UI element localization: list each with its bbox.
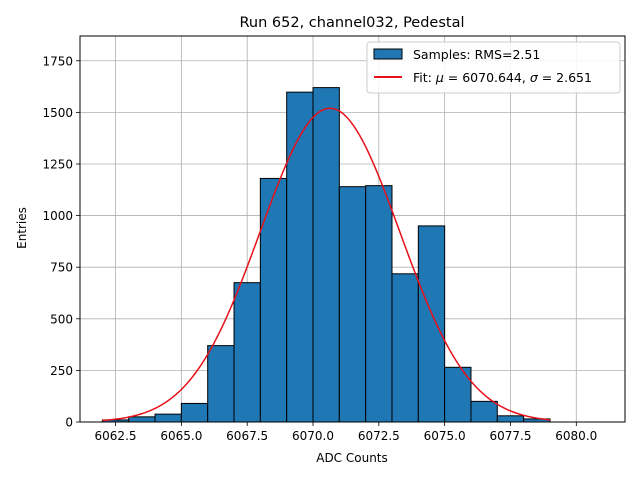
histogram-bar-14: [470, 400, 498, 423]
x-tick-label-3: 6070.0: [292, 429, 334, 443]
histogram-bar-6: [259, 177, 288, 423]
y-tick-label-6: 1500: [42, 106, 73, 120]
histogram-bar-12: [417, 225, 446, 423]
y-tick-label-5: 1250: [42, 157, 73, 171]
legend-samples-swatch: [373, 48, 403, 60]
histogram-bar-15: [496, 415, 525, 423]
y-tick-label-4: 1000: [42, 209, 73, 223]
histogram-bar-2: [154, 413, 182, 423]
y-tick-label-0: 0: [65, 416, 73, 430]
x-tick-label-6: 6077.5: [489, 429, 531, 443]
y-tick-label-2: 500: [50, 312, 73, 326]
y-tick-label-3: 750: [50, 261, 73, 275]
legend-fit-label: Fit: μ = 6070.644, σ = 2.651: [413, 70, 592, 85]
y-axis-ticks: 0 250 500 750 1000 1250 1500 1750: [42, 54, 80, 430]
x-tick-label-0: 6062.5: [95, 429, 137, 443]
histogram-bar-10: [365, 185, 393, 423]
histogram-bar-3: [180, 402, 209, 423]
x-tick-label-4: 6072.5: [358, 429, 400, 443]
histogram-bar-4: [207, 345, 235, 423]
plot-frame: [79, 35, 626, 423]
x-tick-label-1: 6065.0: [160, 429, 202, 443]
gaussian-fit-line: [102, 107, 551, 422]
x-axis-label: ADC Counts: [316, 451, 388, 465]
histogram-bar-8: [312, 87, 340, 423]
legend: Samples: RMS=2.51 Fit: μ = 6070.644, σ =…: [366, 41, 621, 94]
x-axis-ticks: 6062.5 6065.0 6067.5 6070.0 6072.5 6075.0 6077…: [95, 422, 597, 443]
y-tick-label-1: 250: [50, 364, 73, 378]
x-tick-label-7: 6080.0: [555, 429, 597, 443]
legend-box: [366, 41, 621, 94]
histogram-bar-7: [286, 91, 314, 423]
x-tick-label-2: 6067.5: [226, 429, 268, 443]
chart-title: Run 652, channel032, Pedestal: [239, 15, 464, 31]
x-tick-label-5: 6075.0: [424, 429, 466, 443]
histogram-bar-9: [338, 186, 367, 423]
histogram-bar-1: [128, 416, 156, 423]
y-axis-label: Entries: [15, 207, 29, 249]
histogram-bar-11: [391, 273, 419, 423]
y-tick-label-7: 1750: [42, 54, 73, 68]
legend-samples-label: Samples: RMS=2.51: [413, 47, 540, 62]
histogram-bar-5: [233, 282, 261, 423]
